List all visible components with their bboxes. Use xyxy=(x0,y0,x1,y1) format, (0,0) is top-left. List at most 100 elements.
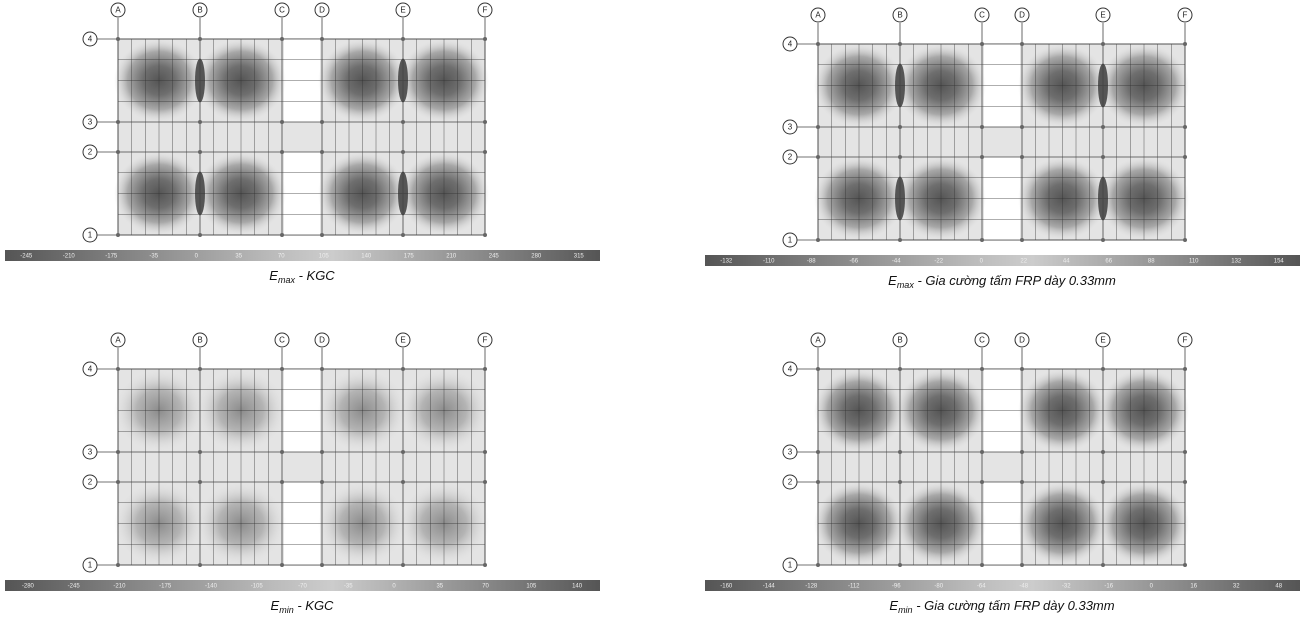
caption-text: - KGC xyxy=(295,268,335,283)
caption: Emin - KGC xyxy=(271,598,335,615)
column-node xyxy=(483,150,487,154)
colorbar-label: -175 xyxy=(159,584,172,590)
colorbar-label: 280 xyxy=(531,254,542,260)
color-bar xyxy=(5,250,600,261)
column-node xyxy=(1101,367,1105,371)
row-label: 1 xyxy=(88,231,93,240)
row-label: 1 xyxy=(788,236,793,245)
colorbar-label: -245 xyxy=(68,584,81,590)
column-node xyxy=(116,120,120,124)
figure: ABCDEF4321-245-210-175-35035701051401752… xyxy=(0,0,1306,622)
column-label: E xyxy=(400,336,405,345)
column-label: A xyxy=(115,6,121,15)
colorbar-label: -110 xyxy=(763,259,775,265)
column-node xyxy=(980,563,984,567)
column-node xyxy=(116,37,120,41)
color-bar xyxy=(705,255,1300,266)
column-node xyxy=(116,367,120,371)
column-node xyxy=(483,37,487,41)
column-node xyxy=(898,155,902,159)
row-label: 2 xyxy=(88,478,93,487)
column-node xyxy=(1101,480,1105,484)
colorbar-label: 140 xyxy=(572,584,583,590)
row-label: 3 xyxy=(88,448,93,457)
column-label: E xyxy=(400,6,405,15)
column-node xyxy=(198,480,202,484)
column-node xyxy=(816,238,820,242)
column-label: A xyxy=(815,336,821,345)
column-node xyxy=(1183,238,1187,242)
column-node xyxy=(1020,367,1024,371)
column-node xyxy=(898,563,902,567)
column-node xyxy=(816,450,820,454)
caption-subscript: max xyxy=(278,275,296,285)
caption: Emin - Gia cường tấm FRP dày 0.33mm xyxy=(889,598,1114,615)
column-node xyxy=(483,480,487,484)
column-node xyxy=(980,367,984,371)
column-node xyxy=(816,563,820,567)
column-node xyxy=(483,120,487,124)
column-node xyxy=(898,367,902,371)
column-label: D xyxy=(319,6,325,15)
column-node xyxy=(816,480,820,484)
column-node xyxy=(1101,450,1105,454)
colorbar-label: -112 xyxy=(848,584,860,590)
column-node xyxy=(1020,480,1024,484)
column-node xyxy=(483,450,487,454)
colorbar-label: 35 xyxy=(436,584,443,590)
column-label: C xyxy=(279,336,285,345)
column-node xyxy=(320,233,324,237)
column-node xyxy=(980,42,984,46)
row-label: 4 xyxy=(88,35,93,44)
column-node xyxy=(320,563,324,567)
column-node xyxy=(280,120,284,124)
colorbar-label: -32 xyxy=(1062,584,1071,590)
column-label: D xyxy=(1019,11,1025,20)
column-node xyxy=(898,238,902,242)
colorbar-label: -64 xyxy=(977,584,986,590)
column-node xyxy=(280,37,284,41)
column-node xyxy=(401,37,405,41)
caption-text: - KGC xyxy=(294,598,334,613)
column-node xyxy=(1101,155,1105,159)
colorbar-label: -160 xyxy=(720,584,733,590)
column-label: A xyxy=(115,336,121,345)
column-node xyxy=(280,480,284,484)
column-label: F xyxy=(483,336,488,345)
color-bar xyxy=(705,580,1300,591)
column-node xyxy=(1101,125,1105,129)
colorbar-label: 35 xyxy=(235,254,242,260)
column-node xyxy=(116,450,120,454)
column-label: B xyxy=(897,11,902,20)
column-node xyxy=(1101,563,1105,567)
row-label: 1 xyxy=(88,561,93,570)
column-label: D xyxy=(1019,336,1025,345)
colorbar-label: -210 xyxy=(113,584,126,590)
column-node xyxy=(898,450,902,454)
caption-text: - Gia cường tấm FRP dày 0.33mm xyxy=(914,273,1116,288)
colorbar-label: 132 xyxy=(1231,259,1242,265)
column-node xyxy=(816,42,820,46)
column-node xyxy=(1020,155,1024,159)
colorbar-label: -144 xyxy=(763,584,776,590)
row-label: 4 xyxy=(88,365,93,374)
column-node xyxy=(483,563,487,567)
colorbar-label: -128 xyxy=(805,584,818,590)
column-node xyxy=(1183,367,1187,371)
column-node xyxy=(1183,125,1187,129)
colorbar-label: 32 xyxy=(1233,584,1240,590)
colorbar-label: -88 xyxy=(807,259,816,265)
row-label: 4 xyxy=(788,40,793,49)
column-node xyxy=(483,367,487,371)
colorbar-label: 210 xyxy=(446,254,457,260)
column-node xyxy=(898,480,902,484)
column-node xyxy=(1183,155,1187,159)
column-label: B xyxy=(897,336,902,345)
column-node xyxy=(1183,563,1187,567)
column-node xyxy=(898,125,902,129)
colorbar-label: -96 xyxy=(892,584,901,590)
column-node xyxy=(1183,42,1187,46)
colorbar-label: 154 xyxy=(1274,259,1285,265)
